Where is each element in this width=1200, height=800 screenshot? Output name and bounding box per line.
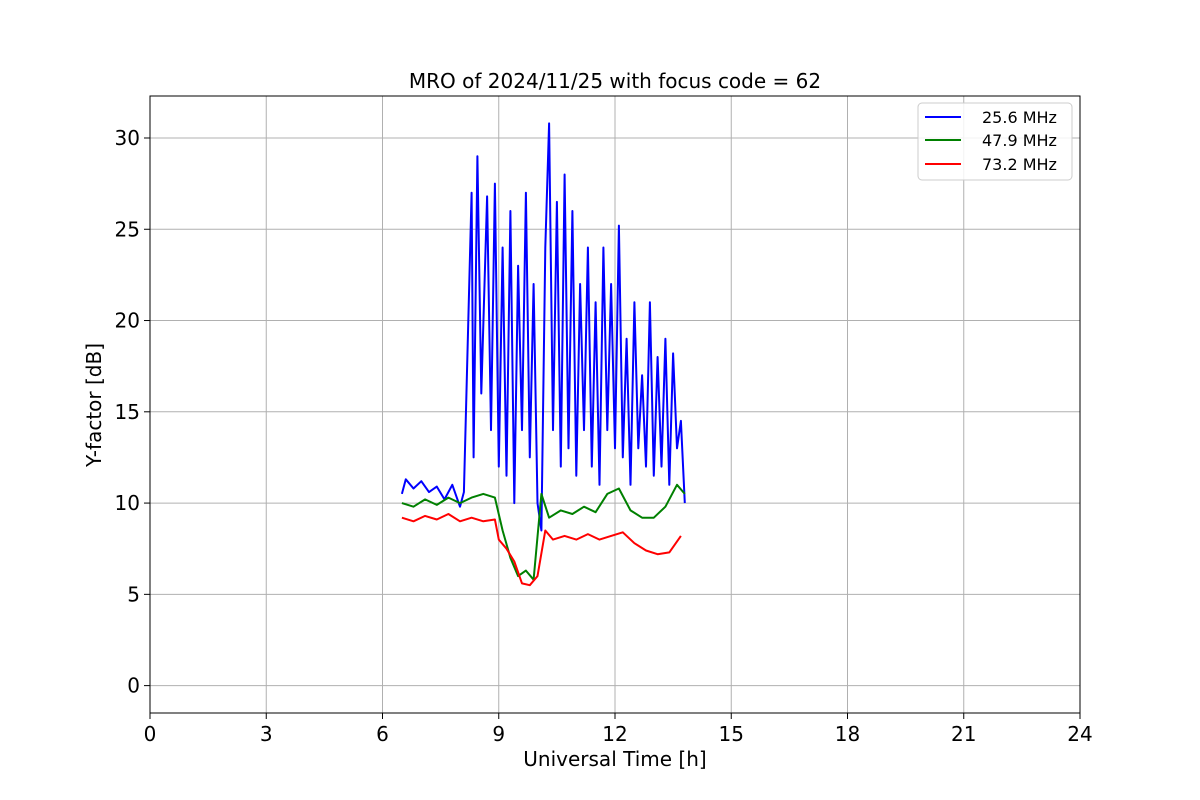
- series-line: [401, 483, 686, 581]
- x-tick-label: 0: [144, 722, 157, 746]
- y-tick-label: 5: [127, 582, 140, 606]
- x-tick-label: 15: [719, 722, 744, 746]
- y-axis-label: Y-factor [dB]: [82, 343, 106, 468]
- x-tick-label: 3: [260, 722, 273, 746]
- x-tick-label: 6: [376, 722, 389, 746]
- y-tick-label: 15: [115, 400, 140, 424]
- chart-title: MRO of 2024/11/25 with focus code = 62: [409, 69, 821, 93]
- x-tick-label: 12: [602, 722, 627, 746]
- x-axis-label: Universal Time [h]: [523, 747, 706, 771]
- x-tick-label: 18: [835, 722, 860, 746]
- y-tick-label: 30: [115, 126, 140, 150]
- y-axis-ticks: 0 5 10 15 20 25 30: [115, 126, 150, 698]
- legend-label-25-6-mhz: 25.6 MHz: [982, 108, 1057, 127]
- x-tick-label: 24: [1067, 722, 1092, 746]
- x-axis-ticks: 0 3 6 9 12 15 18 21 24: [144, 713, 1093, 746]
- series-layer: [400, 122, 686, 587]
- legend-label-47-9-mhz: 47.9 MHz: [982, 131, 1057, 150]
- legend: 25.6 MHz 47.9 MHz 73.2 MHz: [917, 102, 1073, 181]
- y-tick-label: 20: [115, 309, 140, 333]
- y-tick-label: 10: [115, 491, 140, 515]
- series-line-73-2-mhz: [401, 513, 682, 587]
- legend-label-73-2-mhz: 73.2 MHz: [982, 155, 1057, 174]
- series-line: [401, 513, 682, 587]
- x-tick-label: 9: [492, 722, 505, 746]
- y-tick-label: 25: [115, 217, 140, 241]
- series-line-25-6-mhz: [400, 122, 686, 532]
- series-line-47-9-mhz: [401, 483, 686, 581]
- x-tick-label: 21: [951, 722, 976, 746]
- series-line: [400, 122, 686, 532]
- y-tick-label: 0: [127, 674, 140, 698]
- legend-box: [917, 102, 1073, 181]
